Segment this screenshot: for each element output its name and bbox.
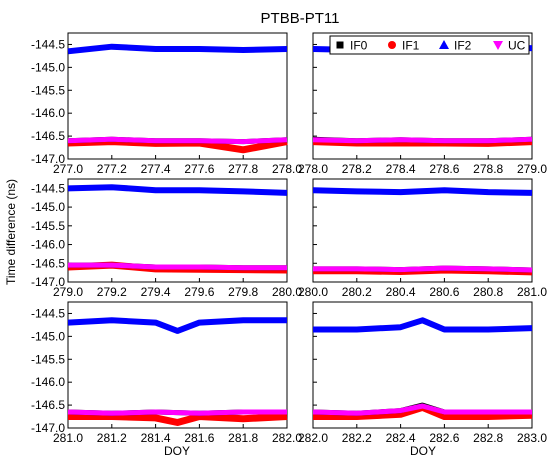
series-if2-line (312, 187, 533, 196)
x-tick-label: 278.6 (429, 162, 459, 176)
series-if2-line (313, 317, 533, 333)
x-tick-label: 280.6 (429, 285, 459, 299)
series-if2-line (67, 43, 288, 55)
legend: IF0 IF1 IF2 UC (329, 35, 530, 55)
x-tick-label: 281.0 (517, 285, 547, 299)
y-tick-label: -145.5 (31, 352, 65, 366)
x-tick-label: 278.0 (298, 162, 328, 176)
y-tick-label: -145.0 (31, 200, 65, 214)
y-tick-label: -147.0 (31, 421, 65, 435)
panel-frame (312, 32, 533, 160)
panel-frame (67, 178, 288, 283)
x-tick-label: 279.0 (53, 285, 83, 299)
series-uc-line (312, 403, 532, 416)
y-tick-label: -145.5 (31, 219, 65, 233)
panel-frame (312, 301, 533, 429)
legend-label-if1: IF1 (402, 39, 420, 53)
x-axis-label-right: DOY (410, 444, 436, 458)
x-tick-label: 282.4 (386, 431, 416, 445)
x-tick-label: 282.2 (342, 431, 372, 445)
y-tick-label: -146.5 (31, 398, 65, 412)
x-tick-label: 280.0 (272, 285, 302, 299)
x-axis-label-left: DOY (164, 444, 190, 458)
y-tick-label: -146.5 (31, 256, 65, 270)
x-tick-label: 282.0 (272, 431, 302, 445)
panel-3: -144.5-145.0-145.5-146.0-146.5-147.0279.… (31, 178, 302, 299)
x-tick-label: 279.8 (228, 285, 258, 299)
x-tick-label: 280.0 (298, 285, 328, 299)
x-tick-label: 281.4 (141, 431, 171, 445)
legend-marker-if0 (336, 41, 344, 49)
panel-6: 282.0 282.2 282.4 282.6 282.8 283.0 (298, 301, 547, 445)
x-tick-label: 282.0 (298, 431, 328, 445)
y-axis-label: Time difference (ns) (4, 179, 18, 285)
panel-frame (67, 301, 288, 429)
x-tick-label: 279.4 (141, 285, 171, 299)
series-if2-line (67, 317, 287, 334)
y-tick-label: -146.0 (31, 106, 65, 120)
panel-1: -144.5-145.0-145.5-146.0-146.5-147.0277.… (31, 32, 302, 176)
x-tick-label: 278.2 (342, 162, 372, 176)
x-tick-label: 281.2 (97, 431, 127, 445)
x-tick-label: 281.0 (53, 431, 83, 445)
x-tick-label: 277.8 (228, 162, 258, 176)
x-tick-label: 279.0 (517, 162, 547, 176)
x-tick-label: 277.6 (184, 162, 214, 176)
legend-label-if2: IF2 (454, 39, 472, 53)
legend-box (329, 35, 530, 55)
series-uc-line (313, 265, 533, 273)
y-tick-label: -145.5 (31, 83, 65, 97)
panel-frame (67, 32, 288, 160)
panel-frame (312, 178, 533, 283)
series-uc-line (67, 409, 287, 416)
x-tick-label: 279.2 (97, 285, 127, 299)
x-tick-label: 282.8 (473, 431, 503, 445)
y-tick-label: -144.5 (31, 306, 65, 320)
panel-5: -144.5-145.0-145.5-146.0-146.5-147.0281.… (31, 301, 302, 445)
x-tick-label: 278.4 (386, 162, 416, 176)
legend-marker-if2 (439, 40, 449, 49)
x-tick-label: 280.2 (342, 285, 372, 299)
x-tick-label: 278.8 (473, 162, 503, 176)
x-tick-label: 280.8 (473, 285, 503, 299)
chart-panels: -144.5-145.0-145.5-146.0-146.5-147.0277.… (31, 32, 547, 445)
panel-4: 280.0 280.2 280.4 280.6 280.8 281.0 (298, 178, 547, 299)
x-tick-label: 281.8 (228, 431, 258, 445)
x-tick-label: 277.0 (53, 162, 83, 176)
y-tick-label: -146.0 (31, 238, 65, 252)
y-tick-label: -147.0 (31, 152, 65, 166)
x-tick-label: 280.4 (386, 285, 416, 299)
x-tick-label: 278.0 (272, 162, 302, 176)
chart-title: PTBB-PT11 (261, 10, 340, 27)
x-tick-label: 283.0 (517, 431, 547, 445)
series-uc-line (68, 262, 287, 271)
series-uc-line (67, 136, 288, 145)
y-tick-label: -144.5 (31, 37, 65, 51)
x-tick-label: 279.6 (184, 285, 214, 299)
panel-2: 278.0 278.2 278.4 278.6 278.8 279.0 (298, 32, 547, 176)
y-tick-label: -147.0 (31, 275, 65, 289)
x-tick-label: 277.4 (141, 162, 171, 176)
y-tick-label: -144.5 (31, 181, 65, 195)
y-tick-label: -146.5 (31, 129, 65, 143)
x-tick-label: 281.6 (184, 431, 214, 445)
series-if1-line (68, 413, 288, 426)
legend-label-uc: UC (508, 39, 526, 53)
x-tick-label: 277.2 (97, 162, 127, 176)
legend-marker-if1 (388, 41, 396, 49)
legend-label-if0: IF0 (350, 39, 368, 53)
legend-marker-uc (493, 41, 503, 50)
y-tick-label: -146.0 (31, 375, 65, 389)
y-tick-label: -145.0 (31, 60, 65, 74)
x-tick-label: 282.6 (429, 431, 459, 445)
series-if2-line (67, 184, 288, 196)
series-uc-line (312, 136, 533, 144)
y-tick-label: -145.0 (31, 329, 65, 343)
